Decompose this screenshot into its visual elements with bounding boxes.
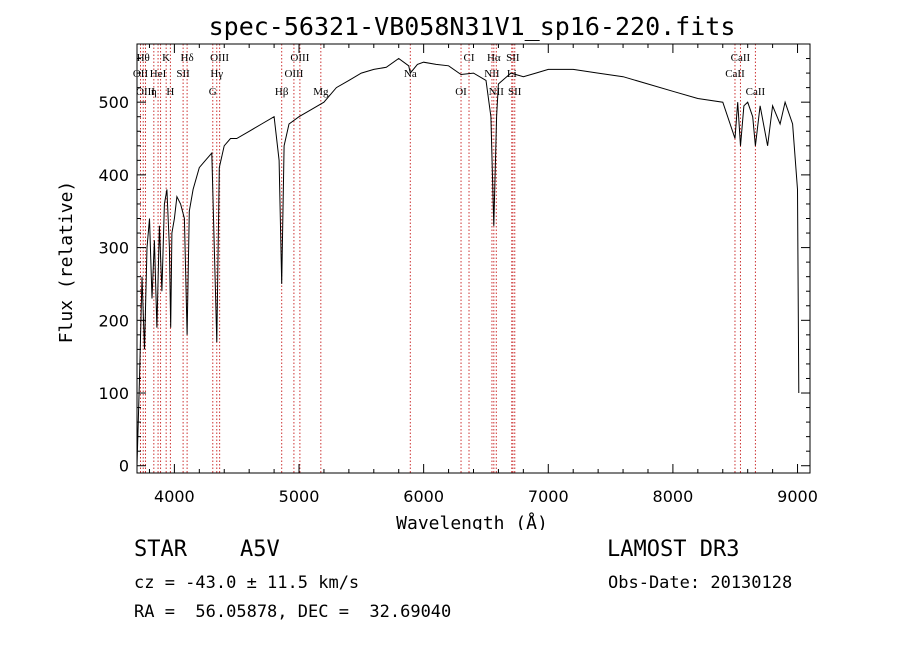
line-label-9: Hδ <box>181 52 194 64</box>
survey-name: LAMOST DR3 <box>607 537 740 562</box>
line-label-25: SII <box>508 86 522 98</box>
spacer <box>187 537 240 562</box>
object-class: STAR A5V <box>134 537 280 562</box>
line-label-23: Li <box>507 68 517 80</box>
chart-title: spec-56321-VB058N31V1_sp16-220.fits <box>209 12 736 41</box>
line-label-20: NII <box>484 68 500 80</box>
line-label-3: η <box>151 86 157 98</box>
line-label-16: Mg <box>313 86 329 98</box>
line-label-4: HeI <box>150 68 167 80</box>
spectrum-chart: spec-56321-VB058N31V1_sp16-220.fits Hθ OI… <box>56 12 818 530</box>
x-axis: 4000 5000 6000 7000 8000 9000 <box>148 44 818 506</box>
coordinates: RA = 56.05878, DEC = 32.69040 <box>134 602 452 622</box>
line-label-11: Hγ <box>210 68 223 80</box>
line-label-10: G <box>209 86 217 98</box>
y-tick-label-5: 500 <box>98 93 129 112</box>
x-tick-label-4: 8000 <box>653 487 694 506</box>
y-tick-label-0: 0 <box>119 457 129 476</box>
y-tick-label-2: 200 <box>98 311 129 330</box>
spectrum-series <box>136 57 800 466</box>
line-label-12: OIII <box>210 52 229 64</box>
line-label-21: Hα <box>487 52 501 64</box>
line-label-6: K <box>162 52 170 64</box>
y-tick-label-3: 300 <box>98 239 129 258</box>
x-tick-label-1: 5000 <box>279 487 320 506</box>
line-label-18: OI <box>455 86 467 98</box>
line-label-1: OII <box>133 68 149 80</box>
line-markers <box>139 44 756 473</box>
line-label-17: Na <box>404 68 417 80</box>
line-label-15: OIII <box>290 52 309 64</box>
y-axis: 0 100 200 300 400 500 <box>98 58 810 476</box>
object-class-text: STAR <box>134 537 187 562</box>
line-label-26: CaII <box>725 68 745 80</box>
line-label-22: NII <box>489 86 505 98</box>
line-label-28: CaII <box>746 86 766 98</box>
line-label-7: H <box>166 86 174 98</box>
line-label-0: Hθ <box>137 52 150 64</box>
observation-date: Obs-Date: 20130128 <box>608 573 793 593</box>
line-label-13: Hβ <box>275 86 289 98</box>
line-marker-labels: HθOIIOIIIηHeIKHSIIHδGHγOIIIHβOIIIOIIIMgN… <box>133 52 766 98</box>
y-axis-label: Flux (relative) <box>56 181 77 344</box>
x-tick-label-5: 9000 <box>777 487 818 506</box>
x-tick-label-2: 6000 <box>403 487 444 506</box>
redshift-velocity: cz = -43.0 ± 11.5 km/s <box>134 573 360 593</box>
x-axis-label: Wavelength (Å) <box>396 512 548 530</box>
line-label-14: OIII <box>284 68 303 80</box>
x-tick-label-0: 4000 <box>154 487 195 506</box>
object-subclass: A5V <box>239 537 280 562</box>
line-label-19: CI <box>464 52 475 64</box>
line-label-27: CaII <box>731 52 751 64</box>
line-label-8: SII <box>176 68 190 80</box>
plot-frame <box>136 43 811 474</box>
x-tick-label-3: 7000 <box>528 487 569 506</box>
y-tick-label-4: 400 <box>98 166 129 185</box>
y-tick-label-1: 100 <box>98 384 129 403</box>
line-label-2: OIII <box>136 86 155 98</box>
line-label-24: SII <box>506 52 520 64</box>
